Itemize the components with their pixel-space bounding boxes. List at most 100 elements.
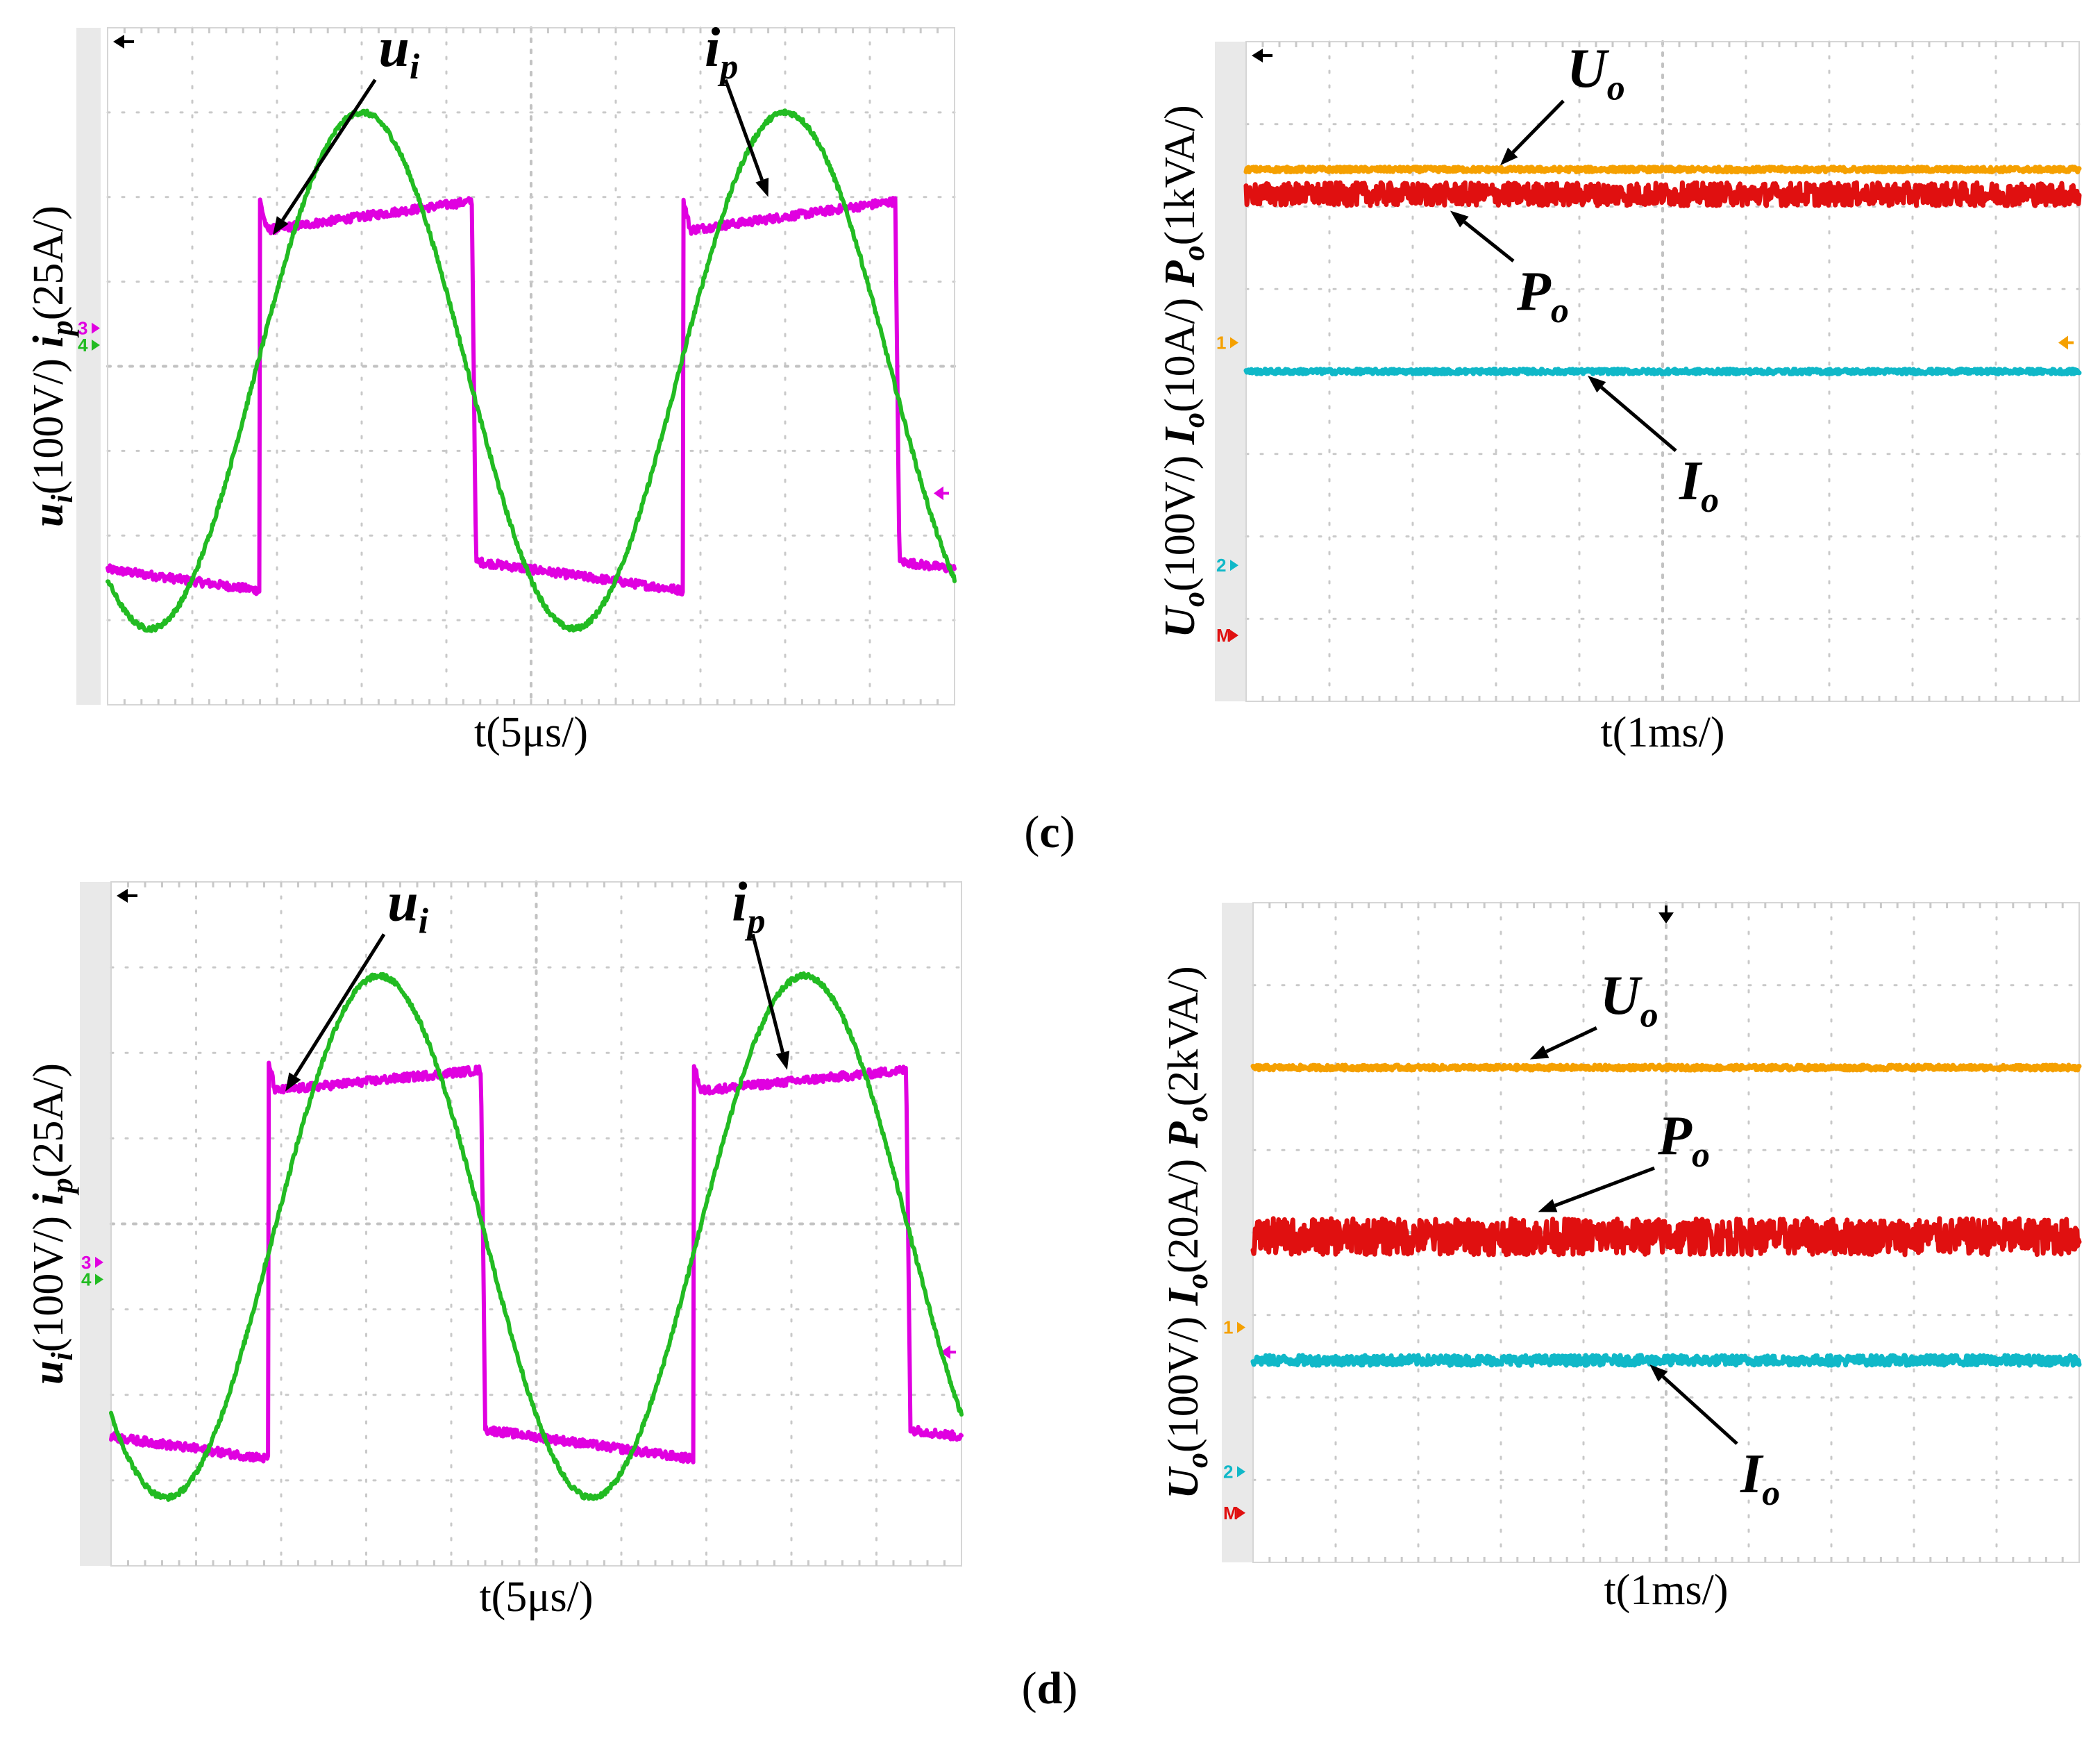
caption-c: (c) [1024,807,1075,858]
annotation-arrow [723,78,764,181]
panel-c-right: 1 2 M Uo Po Io t(1ms/) Uo(100V/) Io(10A/) Po(1k… [1157,38,2082,756]
annotation-U-o: Uo [1500,38,1625,166]
trace-I-o [1243,366,2082,377]
svg-text:Po: Po [1516,261,1569,331]
channel-marker-arrow-icon [95,1256,103,1268]
channel-marker-M: M [1216,625,1232,646]
scope-edge-ticks [127,882,946,1566]
trigger-position-icon [117,889,137,903]
scope-edge-ticks [1268,903,2064,1562]
scope-edge-ticks [1261,42,2064,701]
channel-marker-arrow-icon [1237,1321,1245,1333]
annotation-P-o: Po [1450,210,1569,331]
svg-text:ip: ip [732,871,765,941]
annotation-arrow [1554,1166,1655,1208]
svg-text:ip: ip [705,17,738,87]
annotation-arrow [1463,220,1515,262]
annotation-arrow [293,933,386,1077]
traces [1243,165,2082,377]
x-axis-label: t(1ms/) [1604,1567,1728,1614]
annotation-U-o: Uo [1529,965,1658,1060]
annotation-arrowhead-icon [285,1072,301,1092]
trace-P-o [1250,1216,2082,1258]
trigger-position-icon [113,35,134,49]
svg-text:Io: Io [1679,451,1719,520]
svg-text:ui: ui [387,871,429,941]
trace-i-p [109,971,964,1502]
annotation-arrow [750,933,784,1053]
annotation-arrow [1600,385,1677,452]
svg-text:Uo: Uo [1600,965,1658,1035]
annotation-arrow [1661,1375,1738,1445]
annotation-arrowhead-icon [1649,1364,1668,1382]
scope-grid [1245,40,2081,703]
channel-marker-arrow-icon [1237,1466,1245,1478]
scope-gutter [80,882,111,1566]
y-axis-label: ui(100V/) ip(25A/) [25,1063,79,1385]
channel-marker-2: 2 [1216,555,1226,576]
trigger-position-icon [1658,905,1674,924]
annotation-P-o: Po [1538,1105,1710,1212]
channel-marker-2: 2 [1223,1461,1233,1482]
channel-marker-arrow-icon [95,1274,103,1285]
annotation-i-p: ip [705,17,769,197]
trigger-position-icon [1252,49,1272,62]
annotation-arrowhead-icon [1529,1045,1549,1060]
channel-marker-arrow-icon [1230,337,1238,349]
annotation-I-o: Io [1588,375,1719,520]
trigger-level-icon [941,1345,956,1360]
trace-P-o [1243,180,2082,208]
annotation-u-i: ui [272,17,420,235]
channel-marker-1: 1 [1223,1317,1233,1338]
annotation-arrowhead-icon [272,216,289,235]
panel-d-left: 34 ui ip t(5μs/) ui(100V/) ip(25A/) [25,871,964,1621]
channel-marker-4: 4 [81,1269,92,1290]
annotation-u-i: ui [285,871,429,1092]
channel-marker-3: 3 [81,1252,91,1273]
svg-text:Po: Po [1657,1105,1710,1175]
channel-marker-arrow-icon [92,322,100,334]
annotation-arrowhead-icon [1450,210,1469,228]
channel-marker-arrow-icon [92,340,100,351]
channel-marker-arrow-icon [1230,560,1238,571]
annotation-arrowhead-icon [1500,147,1518,166]
channel-marker-4: 4 [78,335,88,356]
annotation-I-o: Io [1649,1364,1780,1513]
trace-u-i [106,196,957,597]
x-axis-label: t(5μs/) [479,1573,593,1621]
annotation-arrowhead-icon [755,177,769,197]
trigger-level-icon [2058,335,2074,350]
scope-grid [106,26,956,706]
traces [109,971,964,1502]
scope-gutter [76,28,101,705]
trigger-level-icon [934,486,949,501]
annotation-arrow [1545,1026,1597,1053]
annotation-i-p: ip [732,871,790,1070]
panel-d-right: 1 2 M Uo Po Io t(1ms/) Uo(100V/) Io(20A/) Po(2k… [1160,901,2082,1614]
trace-u-i [109,1060,964,1464]
scope-gutter [1215,42,1246,701]
caption-d: (d) [1022,1663,1078,1714]
trace-I-o [1250,1353,2082,1368]
channel-marker-arrow-icon [1230,630,1238,641]
panel-c-left: 34 ui ip t(5μs/) ui(100V/) ip(25A/) [25,17,957,756]
trace-U-o [1243,165,2082,175]
channel-marker-M: M [1223,1503,1238,1523]
traces [1250,1062,2082,1368]
svg-text:Io: Io [1740,1444,1780,1513]
channel-marker-arrow-icon [1237,1507,1245,1519]
annotation-arrowhead-icon [1538,1199,1558,1212]
x-axis-label: t(1ms/) [1600,709,1724,756]
annotation-arrow [281,78,377,222]
channel-marker-1: 1 [1216,332,1226,353]
svg-text:ui: ui [378,17,420,87]
channel-marker-3: 3 [78,318,87,339]
traces [106,108,957,633]
x-axis-label: t(5μs/) [474,709,588,756]
annotation-arrowhead-icon [1588,375,1606,393]
y-axis-label: Uo(100V/) Io(10A/) Po(1kVA/) [1157,105,1211,637]
scope-edge-ticks [123,28,939,705]
trace-U-o [1250,1062,2082,1073]
